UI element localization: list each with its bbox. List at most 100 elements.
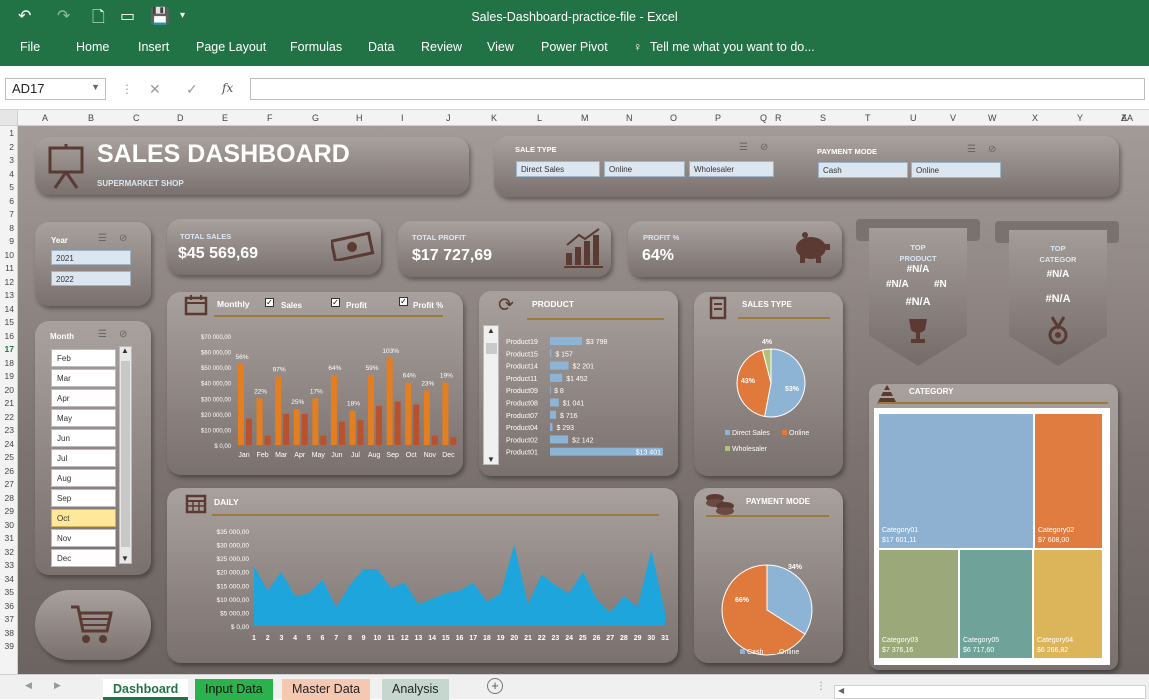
scroll-thumb[interactable] [121,361,130,547]
row-header[interactable]: 18 [4,357,14,368]
open-icon[interactable]: ▭ [120,8,136,25]
column-header[interactable]: Q [760,113,768,123]
column-header[interactable]: Z [1121,113,1127,123]
tab-insert[interactable]: Insert [138,40,170,54]
column-header[interactable]: B [88,113,95,123]
scroll-up-icon[interactable]: ▲ [121,346,129,355]
column-header[interactable]: V [950,113,957,123]
column-header[interactable]: W [988,113,997,123]
month-multiselect-icon[interactable]: ☰ [98,329,107,340]
column-header[interactable]: I [401,113,404,123]
tab-page-layout[interactable]: Page Layout [196,40,267,54]
column-header[interactable]: R [775,113,782,123]
profit-pct-checkbox[interactable]: ✓ [399,297,408,306]
redo-icon[interactable]: ↷ [57,8,71,25]
row-header[interactable]: 7 [9,209,14,219]
profit-checkbox[interactable]: ✓ [331,298,340,307]
row-header[interactable]: 1 [9,128,14,138]
column-header[interactable]: D [177,113,184,123]
product-scroll-up-icon[interactable]: ▲ [487,326,495,335]
row-header[interactable]: 20 [4,384,14,395]
sales-checkbox[interactable]: ✓ [265,298,274,307]
add-sheet-icon[interactable]: + [487,678,503,694]
column-header[interactable]: G [312,113,320,123]
sheet-tab-master-data[interactable]: Master Data [282,679,371,700]
multiselect-icon[interactable]: ☰ [739,142,748,153]
column-header[interactable]: J [446,113,451,123]
column-header[interactable]: Y [1077,113,1084,123]
tab-formulas[interactable]: Formulas [290,40,343,54]
row-header[interactable]: 38 [4,627,14,638]
clear-filter-icon[interactable]: ⊘ [760,142,769,153]
row-header[interactable]: 24 [4,438,14,449]
year-2022[interactable]: 2022 [51,271,131,286]
row-header[interactable]: 23 [4,425,14,435]
row-header[interactable]: 25 [4,452,14,462]
month-item[interactable]: Aug [51,469,116,487]
row-header[interactable]: 35 [4,587,14,597]
column-header[interactable]: A [42,113,49,123]
row-header[interactable]: 22 [4,411,14,422]
product-scroll-down-icon[interactable]: ▼ [487,455,495,464]
month-item[interactable]: May [51,409,116,427]
year-2021[interactable]: 2021 [51,250,131,265]
column-header[interactable]: F [267,113,273,123]
month-item[interactable]: Dec [51,549,116,567]
multiselect-icon-2[interactable]: ☰ [967,144,976,155]
month-item[interactable]: Apr [51,389,116,407]
row-header[interactable]: 37 [4,614,14,624]
clear-filter-icon-2[interactable]: ⊘ [988,144,997,155]
enter-icon[interactable]: ✓ [186,81,198,97]
row-header[interactable]: 31 [4,533,14,543]
slicer-payment-online[interactable]: Online [911,162,1001,178]
month-item[interactable]: Oct [51,509,116,527]
product-scrollbar[interactable]: ▲ ▼ [483,325,499,465]
column-header[interactable]: X [1032,113,1039,123]
column-header[interactable]: P [715,113,722,123]
select-all-corner[interactable] [0,110,18,126]
row-header[interactable]: 21 [4,398,14,408]
row-header[interactable]: 14 [4,303,14,314]
sheet-tab-analysis[interactable]: Analysis [382,679,449,700]
column-header[interactable]: C [133,113,140,123]
row-header[interactable]: 10 [4,249,14,260]
save-icon[interactable]: 💾 [150,8,170,25]
row-header[interactable]: 6 [9,195,14,206]
tab-view[interactable]: View [487,40,514,54]
row-header[interactable]: 34 [4,573,14,584]
tab-home[interactable]: Home [76,40,110,54]
h-scroll-left-icon[interactable]: ◀ [838,686,845,695]
month-item[interactable]: Jun [51,429,116,447]
row-header[interactable]: 32 [4,546,14,557]
month-item[interactable]: Mar [51,369,116,387]
row-header[interactable]: 8 [9,222,14,233]
sheet-tab-dashboard[interactable]: Dashboard [103,679,189,700]
row-header[interactable]: 5 [9,182,14,192]
column-header[interactable]: H [356,113,363,123]
row-header[interactable]: 29 [4,506,14,516]
month-item[interactable]: Nov [51,529,116,547]
tab-file[interactable]: File [20,40,41,54]
column-header[interactable]: L [537,113,543,123]
new-file-icon[interactable]: 🗋 [92,9,105,26]
name-box-dropdown-icon[interactable]: ▼ [91,82,100,92]
function-icon[interactable]: fx [222,81,234,95]
row-header[interactable]: 27 [4,479,14,489]
next-sheet-icon[interactable]: ▶ [54,680,61,690]
row-header[interactable]: 19 [4,371,14,381]
column-header[interactable]: U [910,113,917,123]
slicer-wholesaler[interactable]: Wholesaler [689,161,774,177]
column-header[interactable]: N [626,113,633,123]
column-header[interactable]: S [820,113,827,123]
sheet-tab-input-data[interactable]: Input Data [195,679,273,700]
column-header[interactable]: O [670,113,678,123]
row-header[interactable]: 30 [4,519,14,530]
row-header[interactable]: 36 [4,600,14,611]
row-header[interactable]: 26 [4,465,14,476]
year-multiselect-icon[interactable]: ☰ [98,233,107,244]
row-header[interactable]: 15 [4,317,14,327]
customize-qat-icon[interactable]: ▾ [180,10,186,21]
column-header[interactable]: K [491,113,498,123]
slicer-direct-sales[interactable]: Direct Sales [516,161,600,177]
month-clear-filter-icon[interactable]: ⊘ [119,329,128,340]
